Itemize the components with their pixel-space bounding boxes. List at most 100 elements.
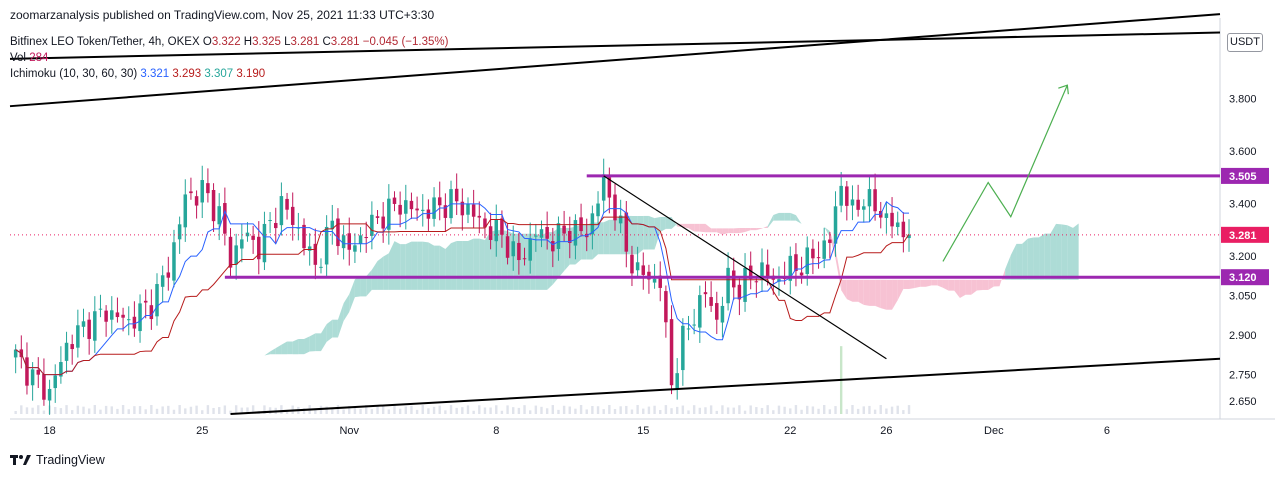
- volume-bar: [14, 411, 17, 414]
- candle-body: [500, 218, 504, 235]
- kijun-line: [15, 216, 910, 376]
- candle-body: [392, 197, 397, 204]
- volume-bar: [653, 405, 656, 414]
- candle-body: [511, 241, 515, 257]
- volume-bar: [189, 406, 193, 414]
- volume-bar: [726, 407, 730, 414]
- volume-bar: [636, 405, 639, 414]
- cloud-segment: [892, 279, 898, 310]
- currency-button[interactable]: USDT: [1227, 33, 1263, 52]
- candle-body: [194, 196, 199, 206]
- cloud-segment: [835, 248, 842, 291]
- volume-bar: [743, 410, 747, 414]
- cloud-segment: [417, 241, 423, 290]
- volume-bar: [540, 406, 543, 414]
- x-tick-label: 6: [1104, 425, 1110, 437]
- symbol-name[interactable]: Bitfinex LEO Token/Tether, 4h, OKEX: [10, 36, 200, 48]
- volume-bar: [398, 408, 402, 414]
- x-tick-label: 25: [196, 425, 208, 437]
- volume-bar: [251, 405, 255, 414]
- volume-bar: [783, 406, 786, 414]
- x-tick-label: 15: [637, 425, 649, 437]
- volume-bar: [687, 410, 690, 414]
- price-axis[interactable]: 4.0003.8003.6003.4003.2003.0502.9002.750…: [1221, 41, 1269, 408]
- volume-bar: [421, 405, 424, 414]
- candle-body: [149, 305, 154, 320]
- price-label-text: 3.505: [1229, 171, 1257, 183]
- candle-body: [319, 266, 323, 268]
- candle-body: [421, 209, 425, 211]
- volume-bar: [512, 407, 515, 414]
- y-tick-label: 2.750: [1229, 370, 1257, 382]
- candle-body: [856, 199, 860, 210]
- cloud-segment: [993, 279, 1000, 287]
- ichimoku-value-tenkan: 3.321: [140, 68, 170, 80]
- candle-body: [895, 222, 900, 228]
- cloud-segment: [190, 353, 197, 368]
- candle-body: [47, 388, 52, 401]
- upper-channel-line-2: [9, 31, 1221, 60]
- y-tick-label: 2.650: [1229, 396, 1257, 408]
- descending-line: [603, 175, 887, 360]
- volume-bar: [698, 407, 702, 414]
- cloud-segment: [479, 238, 485, 290]
- time-axis[interactable]: 18 25 Nov 8 15 22 26 Dec 6: [43, 425, 1110, 437]
- ichimoku-legend[interactable]: Ichimoku (10, 30, 60, 30) 3.321 3.293 3.…: [10, 68, 265, 80]
- cloud-segment: [767, 215, 774, 228]
- cloud-segment: [897, 279, 904, 301]
- volume-bar: [353, 406, 357, 414]
- chart-grid: [10, 18, 1275, 420]
- volume-bar: [873, 409, 877, 414]
- drawings[interactable]: [9, 13, 1221, 415]
- cloud-segment: [733, 227, 740, 234]
- candle-body: [483, 218, 487, 228]
- candle-body: [528, 238, 532, 261]
- candle-body: [172, 242, 176, 281]
- volume-bar: [268, 407, 272, 414]
- volume-bar: [478, 405, 481, 414]
- cloud-segment: [790, 212, 796, 221]
- cloud-segment: [722, 228, 729, 235]
- volume-bar: [184, 408, 187, 414]
- tradingview-footer[interactable]: TradingView: [10, 453, 105, 467]
- volume-bar: [99, 409, 102, 414]
- cloud-segment: [660, 217, 666, 233]
- volume-bar: [557, 409, 560, 414]
- candle-body: [189, 191, 193, 194]
- candle-body: [336, 218, 340, 247]
- footer-brand: TradingView: [36, 453, 105, 467]
- candle-body: [618, 215, 623, 224]
- candle-body: [907, 234, 911, 239]
- candle-body: [568, 231, 572, 243]
- volume-bar: [410, 405, 413, 414]
- volume-bar: [37, 405, 40, 414]
- volume-bar: [596, 406, 600, 414]
- volume-bar: [755, 407, 758, 414]
- volume-legend[interactable]: Vol 284: [10, 52, 48, 64]
- ichimoku-value-span-b: 3.190: [236, 68, 266, 80]
- cloud-segment: [400, 244, 406, 290]
- cloud-segment: [711, 228, 717, 233]
- ichimoku-lines: [15, 200, 910, 376]
- candle-body: [183, 194, 188, 228]
- candle-body: [217, 206, 221, 225]
- cloud-segment: [615, 215, 621, 255]
- volume-bar: [721, 405, 724, 414]
- price-label-tag: [1221, 167, 1269, 184]
- cloud-segment: [388, 241, 395, 290]
- volume-bar: [342, 409, 345, 414]
- volume-bar: [534, 405, 538, 414]
- candle-body: [245, 232, 250, 237]
- cloud-segment: [422, 241, 429, 290]
- candle-body: [30, 369, 35, 386]
- cloud-segment: [496, 230, 502, 290]
- price-label-text: 3.120: [1229, 272, 1257, 284]
- volume-bar: [851, 405, 854, 414]
- candle-body: [488, 226, 493, 240]
- volume-bar: [760, 407, 764, 414]
- cloud-segment: [925, 279, 932, 287]
- cloud-segment: [665, 217, 672, 229]
- symbol-legend[interactable]: Bitfinex LEO Token/Tether, 4h, OKEX O3.3…: [10, 36, 448, 48]
- volume-bar: [455, 407, 458, 414]
